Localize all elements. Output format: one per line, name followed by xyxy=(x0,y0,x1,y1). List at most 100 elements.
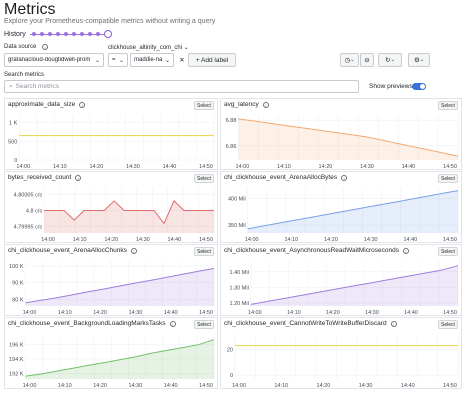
select-metric-button[interactable]: Select xyxy=(438,320,458,329)
zoom-out-button[interactable]: ⊖ xyxy=(360,53,374,67)
x-tick-label: 14:20 xyxy=(104,237,118,243)
metric-sparkline-chart: 196 K 194 K 192 K 14:00 14:10 14:20 14:30 14:40… xyxy=(9,334,215,389)
datasource-select[interactable]: grafanacloud-dougtidwell-prom ⌄ xyxy=(4,53,104,67)
info-icon[interactable]: i xyxy=(403,248,409,254)
x-tick-label: 14:30 xyxy=(360,164,374,170)
info-icon[interactable]: i xyxy=(130,248,137,254)
series-area xyxy=(238,118,458,160)
y-tick-label: 1.20 Mil xyxy=(230,301,249,307)
metric-sparkline-chart: 1.40 Mil 1.30 Mil 1.20 Mil 14:00 14:10 14:20 1… xyxy=(230,261,459,316)
x-tick-label: 14:30 xyxy=(129,310,143,316)
history-current-step[interactable] xyxy=(103,30,112,38)
x-tick-label: 14:30 xyxy=(126,164,140,170)
add-label-button[interactable]: + Add label xyxy=(188,53,236,67)
settings-button[interactable]: ⚙ ⌄ xyxy=(408,53,430,67)
metric-panel: chi_clickhouse_event_BackgroundLoadingMa… xyxy=(4,317,218,389)
metric-panel: chi_clickhouse_event_AsynchronousReadWai… xyxy=(220,244,462,316)
refresh-icon: ↻ xyxy=(385,57,391,64)
zoom-out-icon: ⊖ xyxy=(364,57,370,64)
x-tick-label: 14:50 xyxy=(199,164,213,170)
x-tick-label: 14:40 xyxy=(404,310,418,316)
x-tick-label: 14:50 xyxy=(443,237,457,243)
info-icon[interactable]: i xyxy=(169,321,176,327)
select-metric-button[interactable]: Select xyxy=(438,247,458,256)
x-tick-label: 14:30 xyxy=(136,237,150,243)
info-icon[interactable]: i xyxy=(75,175,82,181)
x-tick-label: 14:40 xyxy=(164,383,178,389)
label-value-select[interactable]: maddie-na ⌄ xyxy=(130,53,174,67)
select-metric-button[interactable]: Select xyxy=(194,320,214,329)
x-tick-label: 14:10 xyxy=(284,237,298,243)
series-area xyxy=(44,200,214,233)
x-tick-label: 14:40 xyxy=(164,310,178,316)
history-bar: History xyxy=(4,30,112,38)
history-label: History xyxy=(4,30,26,38)
y-tick-label: 194 K xyxy=(9,357,24,363)
x-tick-label: 14:10 xyxy=(277,164,291,170)
x-tick-label: 14:50 xyxy=(199,310,213,316)
refresh-button[interactable]: ↻ ⌄ xyxy=(378,53,402,67)
metric-sparkline-chart: 20 0 14:00 14:10 14:20 14:30 14:40 14:50 xyxy=(227,334,459,389)
metric-sparkline-chart: 400 Mil 350 Mil 14:00 14:10 14:20 14:30 14:40 1… xyxy=(228,188,459,243)
y-tick-label: 4.80005 c/s xyxy=(14,192,43,198)
search-input[interactable]: ⌕ Search metrics xyxy=(4,80,359,93)
y-tick-label: 350 Mil xyxy=(228,223,246,229)
series-line xyxy=(238,118,459,157)
y-tick-label: 6.88 xyxy=(226,118,237,124)
select-metric-button[interactable]: Select xyxy=(194,101,214,110)
x-tick-label: 14:00 xyxy=(245,237,259,243)
y-tick-label: 1.40 Mil xyxy=(230,270,249,276)
metric-panel-title: chi_clickhouse_event_BackgroundLoadingMa… xyxy=(8,320,176,327)
select-metric-button[interactable]: Select xyxy=(438,101,458,110)
operator-select[interactable]: = ⌄ xyxy=(108,53,128,67)
datasource-label: Data source i xyxy=(4,44,49,50)
x-tick-label: 14:30 xyxy=(364,237,378,243)
x-tick-label: 14:40 xyxy=(163,164,177,170)
x-tick-label: 14:10 xyxy=(58,383,72,389)
chevron-down-icon: ⌄ xyxy=(164,57,170,64)
y-tick-label: 80 K xyxy=(12,297,24,303)
x-tick-label: 14:20 xyxy=(319,164,333,170)
x-tick-label: 14:20 xyxy=(317,383,331,389)
info-icon[interactable]: i xyxy=(262,102,269,108)
page-title: Metrics xyxy=(4,1,56,18)
history-slider[interactable] xyxy=(29,30,112,38)
series-line xyxy=(247,190,459,230)
y-tick-label: 192 K xyxy=(9,371,24,377)
info-icon[interactable]: i xyxy=(390,321,397,327)
metric-panel-title: chi_clickhouse_event_ArenaAllocBytes i xyxy=(224,174,348,181)
select-metric-button[interactable]: Select xyxy=(438,174,458,183)
clock-icon: ◷ xyxy=(344,57,351,64)
x-tick-label: 14:10 xyxy=(58,310,72,316)
select-metric-button[interactable]: Select xyxy=(194,174,214,183)
series-line xyxy=(25,339,215,377)
chevron-down-icon[interactable]: ⌄ xyxy=(183,45,189,51)
y-tick-label: 1 K xyxy=(9,121,18,127)
y-tick-label: 0 xyxy=(14,158,17,164)
y-tick-label: 6.86 xyxy=(226,144,237,150)
metric-sparkline-chart: 6.88 6.86 14:00 14:10 14:20 14:30 14:40 14:50 xyxy=(226,115,459,170)
x-tick-label: 14:50 xyxy=(443,164,457,170)
time-picker-button[interactable]: ◷ ⌄ xyxy=(340,53,359,67)
show-previews-toggle[interactable] xyxy=(412,83,426,90)
info-icon[interactable]: i xyxy=(79,102,86,108)
search-label: Search metrics xyxy=(4,72,45,78)
metric-panel-title: avg_latency i xyxy=(224,101,269,108)
x-tick-label: 14:20 xyxy=(93,310,107,316)
x-tick-label: 14:10 xyxy=(274,383,288,389)
chevron-down-icon: ⌄ xyxy=(94,57,100,64)
series-area xyxy=(25,339,214,379)
x-tick-label: 14:50 xyxy=(199,237,213,243)
info-icon[interactable]: i xyxy=(341,175,348,181)
x-tick-label: 14:00 xyxy=(248,310,262,316)
metric-panel-title: chi_clickhouse_event_ArenaAllocChunks i xyxy=(8,247,137,254)
page-subtitle: Explore your Prometheus-compatible metri… xyxy=(4,18,216,25)
x-tick-label: 14:50 xyxy=(443,383,457,389)
x-tick-label: 14:00 xyxy=(41,237,55,243)
metric-panel-title: chi_clickhouse_event_CannotWriteToWriteB… xyxy=(224,320,397,327)
x-tick-label: 14:30 xyxy=(129,383,143,389)
remove-filter-icon[interactable]: ✕ xyxy=(179,57,185,64)
x-tick-label: 14:00 xyxy=(23,310,37,316)
metric-sparkline-chart: 100 K 90 K 80 K 14:00 14:10 14:20 14:30 14:40 14… xyxy=(9,261,215,316)
select-metric-button[interactable]: Select xyxy=(194,247,214,256)
